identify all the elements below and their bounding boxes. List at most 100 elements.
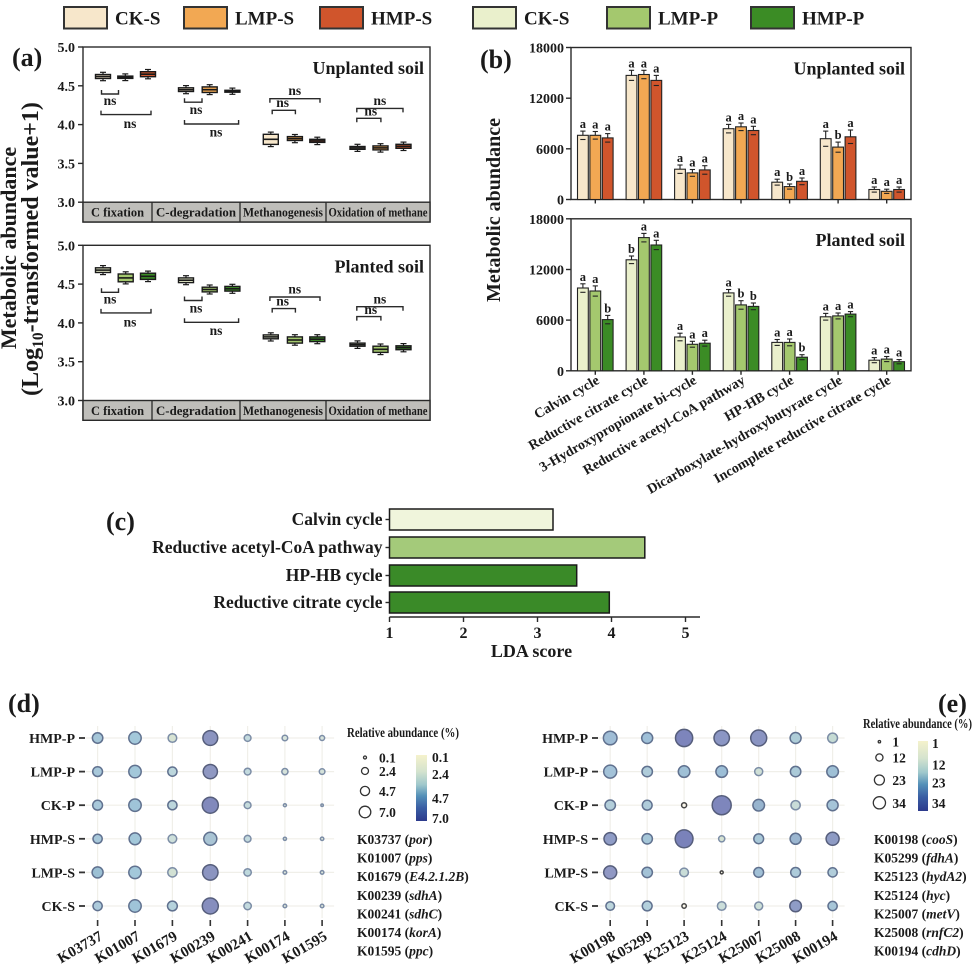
svg-text:LMP-S: LMP-S bbox=[544, 866, 588, 881]
svg-text:b: b bbox=[738, 287, 745, 301]
svg-text:a: a bbox=[725, 110, 732, 124]
svg-text:7.0: 7.0 bbox=[379, 805, 396, 820]
svg-text:Relative abundance (%): Relative abundance (%) bbox=[347, 725, 459, 740]
svg-text:ns: ns bbox=[124, 314, 137, 329]
svg-text:a: a bbox=[677, 151, 684, 165]
svg-text:a: a bbox=[592, 272, 599, 286]
svg-text:ns: ns bbox=[210, 125, 223, 140]
svg-text:0.1: 0.1 bbox=[432, 750, 449, 765]
svg-text:a: a bbox=[750, 112, 757, 126]
svg-text:a: a bbox=[689, 327, 696, 341]
svg-text:(e): (e) bbox=[938, 689, 967, 718]
svg-text:a: a bbox=[653, 226, 660, 240]
svg-text:Reductive citrate cycle: Reductive citrate cycle bbox=[213, 592, 382, 612]
svg-text:Oxidation of methane: Oxidation of methane bbox=[329, 404, 428, 418]
svg-text:23: 23 bbox=[932, 776, 946, 791]
svg-text:4.5: 4.5 bbox=[58, 80, 76, 95]
svg-text:CK-S: CK-S bbox=[524, 9, 569, 30]
svg-text:Metabolic abundance: Metabolic abundance bbox=[0, 147, 21, 350]
svg-text:b: b bbox=[799, 341, 806, 355]
svg-text:C-degradation: C-degradation bbox=[156, 404, 236, 418]
svg-text:Unplanted soil: Unplanted soil bbox=[312, 58, 424, 78]
svg-text:23: 23 bbox=[892, 773, 906, 788]
svg-text:5.0: 5.0 bbox=[58, 41, 76, 56]
svg-text:Methanogenesis: Methanogenesis bbox=[243, 404, 323, 418]
svg-text:CK-S: CK-S bbox=[42, 900, 76, 915]
svg-text:(d): (d) bbox=[8, 689, 40, 718]
svg-text:Metabolic abundance: Metabolic abundance bbox=[483, 118, 505, 302]
svg-text:a: a bbox=[641, 219, 648, 233]
svg-text:b: b bbox=[835, 128, 842, 142]
svg-text:K00194 (cdhD): K00194 (cdhD) bbox=[874, 944, 961, 959]
svg-text:K00174 (korA): K00174 (korA) bbox=[357, 925, 441, 940]
svg-text:ns: ns bbox=[190, 102, 203, 117]
svg-text:12000: 12000 bbox=[529, 92, 564, 107]
svg-text:K25123 (hydA2): K25123 (hydA2) bbox=[874, 869, 967, 884]
svg-text:34: 34 bbox=[892, 796, 906, 811]
svg-text:Planted soil: Planted soil bbox=[334, 256, 424, 276]
svg-text:a: a bbox=[847, 298, 854, 312]
svg-text:HMP-P: HMP-P bbox=[29, 732, 75, 747]
svg-text:Oxidation of methane: Oxidation of methane bbox=[329, 206, 428, 220]
svg-text:a: a bbox=[641, 56, 648, 70]
svg-text:Calvin cycle: Calvin cycle bbox=[292, 509, 383, 529]
svg-text:C fixation: C fixation bbox=[91, 404, 144, 418]
svg-text:ns: ns bbox=[124, 116, 137, 131]
svg-text:1: 1 bbox=[892, 735, 899, 750]
svg-text:ns: ns bbox=[374, 93, 387, 108]
svg-text:a: a bbox=[823, 299, 830, 313]
svg-text:3.5: 3.5 bbox=[58, 157, 76, 172]
svg-text:a: a bbox=[605, 120, 612, 134]
svg-text:a: a bbox=[847, 116, 854, 130]
svg-text:a: a bbox=[725, 276, 732, 290]
svg-text:b: b bbox=[604, 301, 611, 315]
svg-text:a: a bbox=[774, 326, 781, 340]
svg-text:a: a bbox=[580, 270, 587, 284]
svg-text:a: a bbox=[628, 56, 635, 70]
svg-text:b: b bbox=[786, 170, 793, 184]
svg-text:0: 0 bbox=[557, 365, 564, 380]
svg-text:a: a bbox=[799, 164, 806, 178]
svg-text:a: a bbox=[738, 109, 745, 123]
svg-text:LDA score: LDA score bbox=[491, 641, 572, 661]
svg-text:K25008 (rnfC2): K25008 (rnfC2) bbox=[874, 925, 964, 940]
svg-text:a: a bbox=[689, 156, 696, 170]
svg-text:12: 12 bbox=[932, 757, 946, 772]
svg-text:K05299 (fdhA): K05299 (fdhA) bbox=[874, 851, 958, 866]
svg-text:K03737 (por): K03737 (por) bbox=[357, 832, 432, 847]
svg-text:CK-S: CK-S bbox=[555, 900, 589, 915]
svg-text:3.0: 3.0 bbox=[58, 196, 76, 211]
svg-text:4.7: 4.7 bbox=[379, 784, 396, 799]
svg-text:HMP-P: HMP-P bbox=[802, 9, 865, 30]
svg-text:K00239 (sdhA): K00239 (sdhA) bbox=[357, 888, 442, 903]
svg-text:K25007 (metV): K25007 (metV) bbox=[874, 906, 960, 921]
svg-text:4.0: 4.0 bbox=[58, 317, 76, 332]
svg-text:(b): (b) bbox=[480, 45, 512, 74]
svg-text:LMP-P: LMP-P bbox=[658, 9, 719, 30]
svg-text:3: 3 bbox=[534, 625, 542, 642]
svg-text:7.0: 7.0 bbox=[432, 811, 449, 826]
svg-text:K01595 (ppc): K01595 (ppc) bbox=[357, 944, 433, 959]
svg-text:Unplanted soil: Unplanted soil bbox=[793, 59, 905, 79]
svg-text:a: a bbox=[786, 325, 793, 339]
svg-text:a: a bbox=[580, 117, 587, 131]
svg-text:LMP-P: LMP-P bbox=[544, 766, 589, 781]
svg-text:a: a bbox=[774, 165, 781, 179]
svg-text:3.0: 3.0 bbox=[58, 395, 76, 410]
svg-text:12: 12 bbox=[892, 751, 906, 766]
svg-text:Reductive acetyl-CoA pathway: Reductive acetyl-CoA pathway bbox=[152, 537, 383, 557]
svg-text:LMP-S: LMP-S bbox=[235, 9, 294, 30]
svg-text:C fixation: C fixation bbox=[91, 206, 144, 220]
svg-text:4.7: 4.7 bbox=[432, 791, 449, 806]
svg-text:Methanogenesis: Methanogenesis bbox=[243, 206, 323, 220]
svg-text:LMP-S: LMP-S bbox=[31, 866, 75, 881]
svg-text:HMP-S: HMP-S bbox=[30, 833, 75, 848]
svg-text:12000: 12000 bbox=[529, 264, 564, 279]
svg-text:(a): (a) bbox=[12, 43, 42, 72]
svg-text:ns: ns bbox=[276, 95, 289, 110]
svg-text:HMP-S: HMP-S bbox=[371, 9, 432, 30]
svg-text:ns: ns bbox=[276, 293, 289, 308]
svg-text:6000: 6000 bbox=[536, 143, 564, 158]
svg-text:3.5: 3.5 bbox=[58, 356, 76, 371]
svg-text:34: 34 bbox=[932, 796, 946, 811]
